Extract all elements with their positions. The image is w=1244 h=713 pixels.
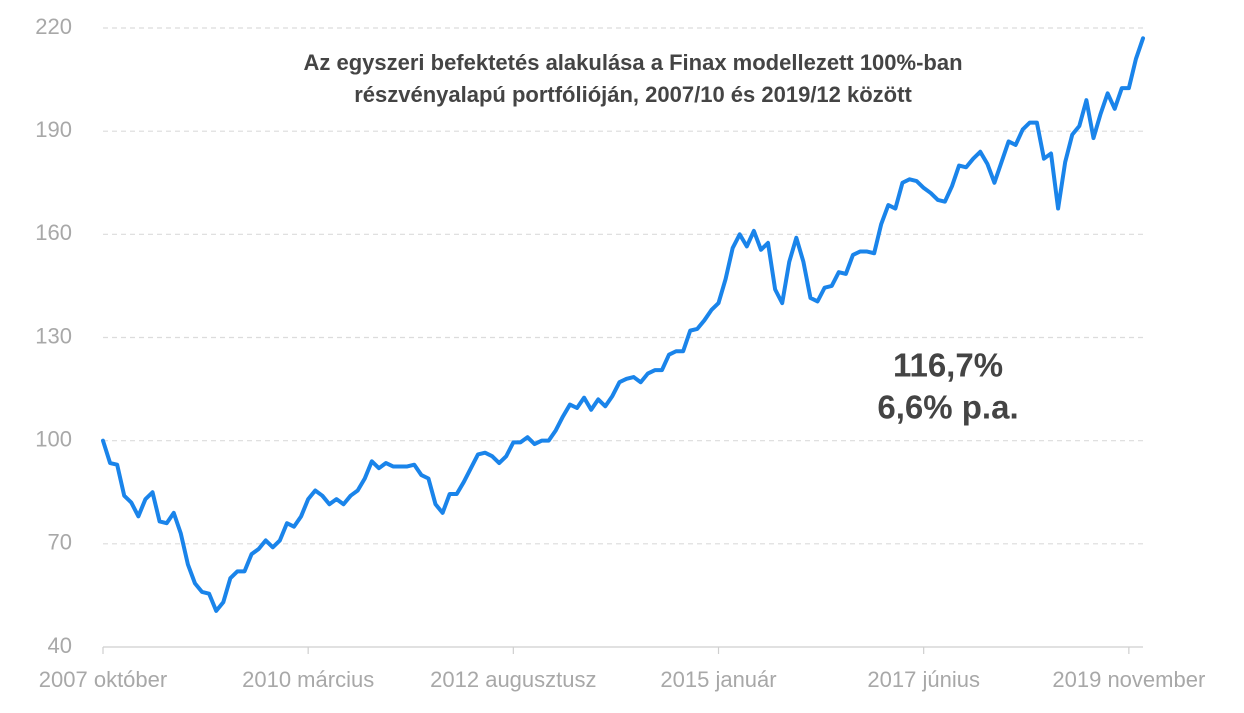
y-tick-label: 100 xyxy=(35,426,72,451)
y-tick-label: 160 xyxy=(35,220,72,245)
plot: 40 70 100 130 160 190 220 2007 október 2010 márc… xyxy=(35,14,1205,692)
chart-title: részvényalapú portfólióján, 2007/10 és 2… xyxy=(354,82,912,107)
x-tick-label: 2012 augusztusz xyxy=(430,667,596,692)
x-tick-label: 2010 március xyxy=(242,667,374,692)
chart-title: Az egyszeri befektetés alakulása a Finax… xyxy=(303,50,962,75)
y-tick-label: 220 xyxy=(35,14,72,39)
x-tick-label: 2019 november xyxy=(1052,667,1205,692)
y-tick-label: 130 xyxy=(35,323,72,348)
y-tick-label: 70 xyxy=(48,530,72,555)
x-tick-label: 2017 június xyxy=(867,667,980,692)
x-tick-label: 2007 október xyxy=(39,667,167,692)
annotation: 116,7% xyxy=(893,347,1003,384)
data-line xyxy=(101,36,1145,613)
annotation: 6,6% p.a. xyxy=(877,389,1018,426)
y-tick-label: 40 xyxy=(48,633,72,658)
y-tick-label: 190 xyxy=(35,117,72,142)
x-tick-label: 2015 január xyxy=(660,667,776,692)
